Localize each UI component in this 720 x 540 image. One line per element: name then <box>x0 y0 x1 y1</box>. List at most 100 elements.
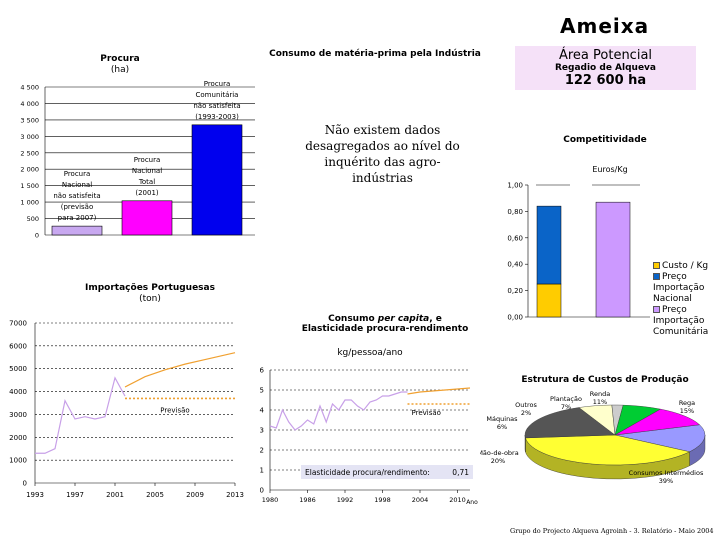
y-tick-label: 4 <box>260 407 265 415</box>
competitividade-chart: 0,00 0,20 0,40 0,60 0,80 1,00 <box>507 182 650 322</box>
legend-item-nacional: Preço Importação Nacional <box>653 272 705 304</box>
x-axis-label: Ano <box>466 499 478 506</box>
legend-item-comunitaria: Preço Importação Comunitária <box>653 305 709 337</box>
bar-label: Procura <box>64 170 91 178</box>
y-tick-label: 3 <box>260 427 264 435</box>
x-tick-label: 1993 <box>26 491 44 499</box>
y-tick-label: 0 <box>35 232 39 240</box>
y-tick-label: 0,80 <box>507 208 523 216</box>
y-tick-label: 1 500 <box>20 182 39 190</box>
elasticity-box <box>301 465 473 479</box>
pie-value-label: 15% <box>680 407 694 415</box>
legend-item-custo: Custo / Kg <box>653 261 719 272</box>
pie-value-label: 20% <box>491 457 505 465</box>
y-tick-label: 0,40 <box>507 261 523 269</box>
consumo-unit: kg/pessoa/ano <box>337 348 403 358</box>
pie-slice <box>524 407 616 439</box>
bar <box>191 124 243 236</box>
bar-label: para 2007) <box>58 214 97 222</box>
competitividade-legend: Custo / Kg Preço Importação Nacional Pre… <box>653 261 719 338</box>
x-tick-label: 2013 <box>226 491 244 499</box>
y-tick-label: 4 000 <box>20 100 39 108</box>
bar-preco-nacional <box>536 205 562 285</box>
y-tick-label: 5 <box>260 387 264 395</box>
series-tendencia <box>124 352 236 388</box>
importacoes-chart: 0 1000 2000 3000 4000 5000 6000 7000 1993 1997 200… <box>9 320 244 500</box>
bar-label: Procura <box>204 80 231 88</box>
pie-label: Plantação <box>550 395 582 403</box>
y-tick-label: 5000 <box>9 365 27 373</box>
bar-label: não satisfeita <box>53 192 100 200</box>
area-subtitle: Regadio de Alqueva <box>554 63 657 73</box>
custos-title: Estrutura de Custos de Produção <box>521 375 689 385</box>
competitividade-title: Competitividade <box>563 135 647 145</box>
importacoes-title: Importações Portuguesas <box>85 283 215 293</box>
pie-value-label: 7% <box>561 403 571 411</box>
x-tick-label: 2009 <box>186 491 204 499</box>
pie-value-label: 11% <box>593 398 607 406</box>
bar-label: Nacional <box>132 167 162 175</box>
x-tick-label: 1992 <box>337 496 354 504</box>
pie-slice <box>614 408 701 436</box>
elasticity-value: 0,71 <box>452 468 469 477</box>
pie-value-label: 6% <box>497 423 507 431</box>
pie-label: Rega <box>679 399 695 407</box>
importacoes-subtitle: (ton) <box>139 294 161 304</box>
y-tick-label: 4000 <box>9 388 27 396</box>
elasticity-label: Elasticidade procura/rendimento: <box>305 468 430 477</box>
page-title: Ameixa <box>560 14 650 38</box>
y-tick-label: 2000 <box>9 434 27 442</box>
y-tick-label: 0 <box>260 487 264 495</box>
x-tick-label: 1998 <box>374 496 391 504</box>
y-tick-label: 3000 <box>9 411 27 419</box>
bar-label: Total <box>138 178 155 186</box>
bar-label: Comunitária <box>196 91 239 99</box>
no-data-message: Não existem dados desagregados ao nível … <box>305 123 460 185</box>
consumo-chart: 0 1 2 3 4 5 6 1980 1986 1992 1998 2004 2010 Ano Previs… <box>260 367 479 507</box>
y-tick-label: 1,00 <box>507 182 523 190</box>
area-value: 122 600 ha <box>564 73 647 88</box>
y-tick-label: 3 000 <box>20 133 39 141</box>
series-consumo <box>269 391 408 431</box>
y-tick-label: 7000 <box>9 320 27 328</box>
y-tick-label: 6000 <box>9 342 27 350</box>
bar <box>121 200 173 236</box>
y-tick-label: 4 500 <box>20 84 39 92</box>
industry-title: Consumo de matéria-prima pela Indústria <box>269 49 481 59</box>
area-title: Área Potencial <box>558 48 653 63</box>
pie-slice <box>614 424 706 452</box>
x-tick-label: 2001 <box>106 491 124 499</box>
y-tick-label: 6 <box>260 367 265 375</box>
bar-label: (previsão <box>61 203 94 211</box>
consumo-title: Consumo per capita, e Elasticidade procu… <box>301 314 469 334</box>
bar-label: (2001) <box>135 189 159 197</box>
pie-label: Outros <box>515 401 537 409</box>
procura-title: Procura <box>100 54 140 64</box>
y-tick-label: 0,60 <box>507 234 523 242</box>
pie-label: Máquinas <box>486 415 518 423</box>
x-tick-label: 1986 <box>299 496 316 504</box>
bar-label: não satisfeita <box>193 102 240 110</box>
pie-slice <box>525 434 691 466</box>
series-tendencia <box>407 387 471 395</box>
x-tick-label: 2004 <box>412 496 429 504</box>
bar-custo <box>536 283 562 318</box>
pie-value-label: 39% <box>659 477 673 485</box>
x-tick-label: 1997 <box>66 491 84 499</box>
x-tick-label: 2005 <box>146 491 164 499</box>
bar-label: Nacional <box>62 181 92 189</box>
series-importacoes <box>35 376 126 454</box>
y-tick-label: 0,00 <box>507 314 523 322</box>
x-tick-label: 1980 <box>262 496 279 504</box>
pie-label: Renda <box>590 390 610 398</box>
y-tick-label: 1 000 <box>20 199 39 207</box>
previsao-label: Previsão <box>412 409 441 417</box>
footer-credit: Grupo do Projecto Alqueva Agroinh - 3. R… <box>510 527 714 535</box>
y-tick-label: 3 500 <box>20 116 39 124</box>
competitividade-unit: Euros/Kg <box>592 165 628 174</box>
y-tick-label: 2 <box>260 447 264 455</box>
y-tick-label: 500 <box>27 215 39 223</box>
bar-label: (1993-2003) <box>195 113 239 121</box>
bar-label: Procura <box>134 156 161 164</box>
